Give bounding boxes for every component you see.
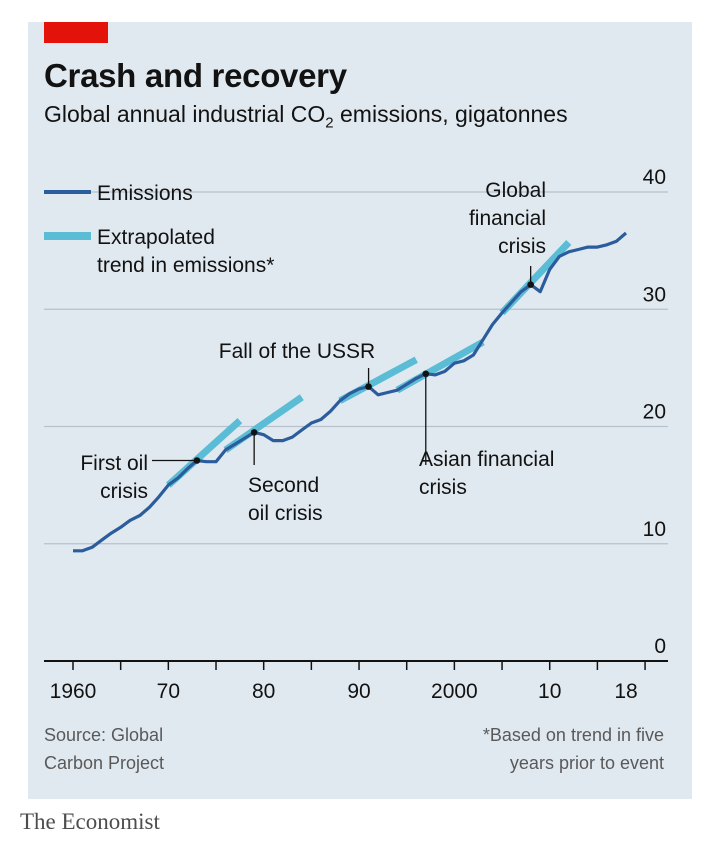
emissions-series — [73, 231, 628, 553]
x-tick-label: 90 — [347, 680, 370, 703]
x-tick-label: 18 — [614, 680, 637, 703]
emissions-line — [73, 231, 628, 553]
event-annotations: First oil crisis Second oil crisis Fall of t… — [80, 179, 554, 525]
x-tick-label: 2000 — [431, 680, 478, 703]
subtitle-main: Global annual industrial CO — [44, 101, 326, 127]
brand-red-tag — [44, 22, 108, 43]
gridlines — [44, 191, 668, 545]
annotation-first-oil-crisis: crisis — [100, 480, 148, 503]
footnote: *Based on trend in five years prior to e… — [482, 725, 664, 773]
chart-subtitle: Global annual industrial CO2 emissions, … — [44, 101, 568, 132]
y-tick-label: 40 — [643, 166, 666, 189]
annotation-second-oil-crisis: oil crisis — [248, 502, 323, 525]
economist-logo: The Economist — [20, 809, 160, 834]
legend-trend-label-line2: trend in emissions* — [97, 254, 274, 277]
y-tick-label: 0 — [654, 635, 666, 658]
subtitle-subscript: 2 — [325, 114, 334, 132]
annotation-asian-financial-crisis: Asian financial — [419, 448, 554, 471]
annotation-global-financial-crisis: crisis — [498, 235, 546, 258]
x-axis: 1960 70 80 90 2000 10 18 — [44, 660, 668, 703]
legend: Emissions Extrapolated trend in emission… — [44, 182, 274, 277]
y-tick-label: 10 — [643, 518, 666, 541]
chart-panel — [28, 22, 692, 799]
annotation-fall-of-ussr: Fall of the USSR — [219, 340, 375, 363]
x-tick-label: 80 — [252, 680, 275, 703]
x-tick-label: 70 — [157, 680, 180, 703]
annotation-second-oil-crisis: Second — [248, 474, 319, 497]
annotation-global-financial-crisis: Global — [485, 179, 546, 202]
legend-trend-label-line1: Extrapolated — [97, 226, 215, 249]
y-tick-label: 30 — [643, 283, 666, 306]
chart-title: Crash and recovery — [44, 57, 347, 94]
subtitle-rest: emissions, gigatonnes — [333, 101, 568, 127]
annotation-global-financial-crisis: financial — [469, 207, 546, 230]
x-tick-label: 10 — [538, 680, 561, 703]
y-axis-ticks: 0 10 20 30 40 — [643, 166, 666, 658]
x-tick-label: 1960 — [50, 680, 97, 703]
source-note: Source: Global Carbon Project — [44, 725, 165, 773]
legend-emissions-label: Emissions — [97, 182, 193, 205]
annotation-first-oil-crisis: First oil — [80, 452, 148, 475]
annotation-asian-financial-crisis: crisis — [419, 476, 467, 499]
y-tick-label: 20 — [643, 401, 666, 424]
